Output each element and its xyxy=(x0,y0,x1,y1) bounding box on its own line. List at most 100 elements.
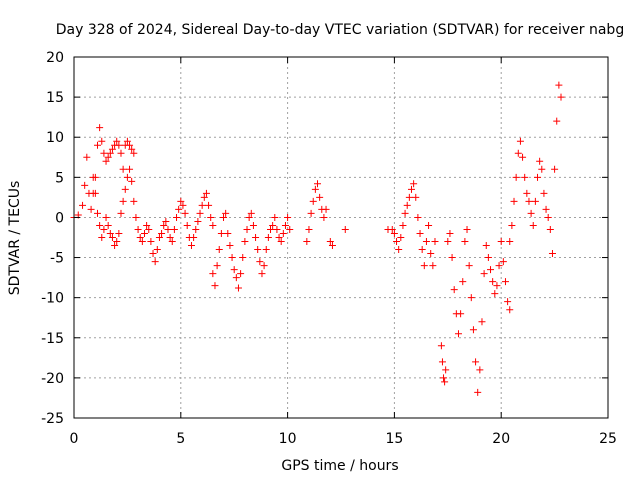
data-point xyxy=(551,165,559,173)
plot-frame xyxy=(73,56,609,419)
data-point xyxy=(194,217,202,225)
data-point xyxy=(407,185,415,193)
y-tick-label: 0 xyxy=(55,210,64,226)
data-point xyxy=(87,205,95,213)
data-point xyxy=(91,173,99,181)
data-point xyxy=(155,234,163,241)
data-point xyxy=(183,221,191,229)
series-trace-b xyxy=(89,124,138,197)
data-point xyxy=(401,209,409,217)
data-point xyxy=(128,177,136,185)
data-point xyxy=(181,209,189,217)
data-point xyxy=(264,234,272,241)
data-point xyxy=(217,229,225,237)
data-point xyxy=(209,270,217,278)
data-point xyxy=(113,137,121,145)
data-point xyxy=(448,254,456,262)
data-point xyxy=(234,284,242,292)
series-trace-e xyxy=(384,180,439,270)
data-point xyxy=(414,213,422,221)
data-point xyxy=(540,189,548,197)
data-point xyxy=(525,197,533,205)
data-point xyxy=(166,234,174,241)
data-point xyxy=(438,358,446,366)
data-point xyxy=(130,149,138,157)
data-point xyxy=(149,250,157,258)
x-tick-label: 25 xyxy=(599,431,617,447)
data-point xyxy=(115,229,123,237)
data-point xyxy=(422,238,430,246)
data-point xyxy=(175,205,183,213)
data-point xyxy=(106,229,114,237)
data-point xyxy=(495,262,503,270)
data-point xyxy=(390,229,398,237)
data-point xyxy=(544,213,552,221)
data-point xyxy=(437,342,445,350)
data-point xyxy=(147,238,155,246)
data-point xyxy=(153,246,161,254)
data-point xyxy=(557,93,565,101)
data-point xyxy=(454,330,462,338)
data-point xyxy=(205,201,213,209)
series-trace-d xyxy=(303,180,349,250)
data-point xyxy=(179,201,187,209)
x-tick-label: 20 xyxy=(492,431,510,447)
data-point xyxy=(252,234,260,241)
data-point xyxy=(431,238,439,246)
data-point xyxy=(273,225,281,233)
data-point xyxy=(425,221,433,229)
data-point xyxy=(506,306,514,314)
data-point xyxy=(249,221,257,229)
data-point xyxy=(420,262,428,270)
data-point xyxy=(215,246,223,254)
data-point xyxy=(286,225,294,233)
data-point xyxy=(516,137,524,145)
data-point xyxy=(132,213,140,221)
data-point xyxy=(510,197,518,205)
data-point xyxy=(143,221,151,229)
data-point xyxy=(123,173,131,181)
series-trace-f xyxy=(437,225,514,396)
data-point xyxy=(303,238,311,246)
data-point xyxy=(104,221,112,229)
data-point xyxy=(497,238,505,246)
data-point xyxy=(192,225,200,233)
data-point xyxy=(529,221,537,229)
data-point xyxy=(311,185,319,193)
x-tick-label: 0 xyxy=(70,431,79,447)
data-point xyxy=(307,209,315,217)
data-point xyxy=(277,238,285,246)
data-point xyxy=(130,197,138,205)
data-point xyxy=(256,258,264,266)
data-point xyxy=(508,221,516,229)
data-point xyxy=(108,145,116,153)
data-point xyxy=(472,358,480,366)
data-point xyxy=(81,181,89,189)
data-point xyxy=(145,225,153,233)
data-point xyxy=(397,234,405,241)
data-point xyxy=(245,213,253,221)
data-point xyxy=(160,221,168,229)
data-point xyxy=(531,197,539,205)
data-point xyxy=(93,141,101,149)
data-point xyxy=(98,234,106,241)
data-point xyxy=(450,286,458,294)
data-point xyxy=(111,242,119,250)
data-point xyxy=(136,234,144,241)
data-point xyxy=(474,388,482,396)
data-point xyxy=(281,221,289,229)
data-point xyxy=(102,157,110,165)
data-point xyxy=(89,189,97,197)
data-point xyxy=(239,254,247,262)
data-point xyxy=(519,153,527,161)
data-point xyxy=(128,145,136,153)
data-point xyxy=(442,366,450,374)
data-point xyxy=(546,225,554,233)
data-point xyxy=(232,274,240,282)
data-point xyxy=(269,221,277,229)
data-point xyxy=(158,229,166,237)
y-axis-title: SDTVAR / TECUs xyxy=(7,181,23,296)
data-point xyxy=(247,209,255,217)
data-point xyxy=(198,201,206,209)
data-point xyxy=(140,229,148,237)
